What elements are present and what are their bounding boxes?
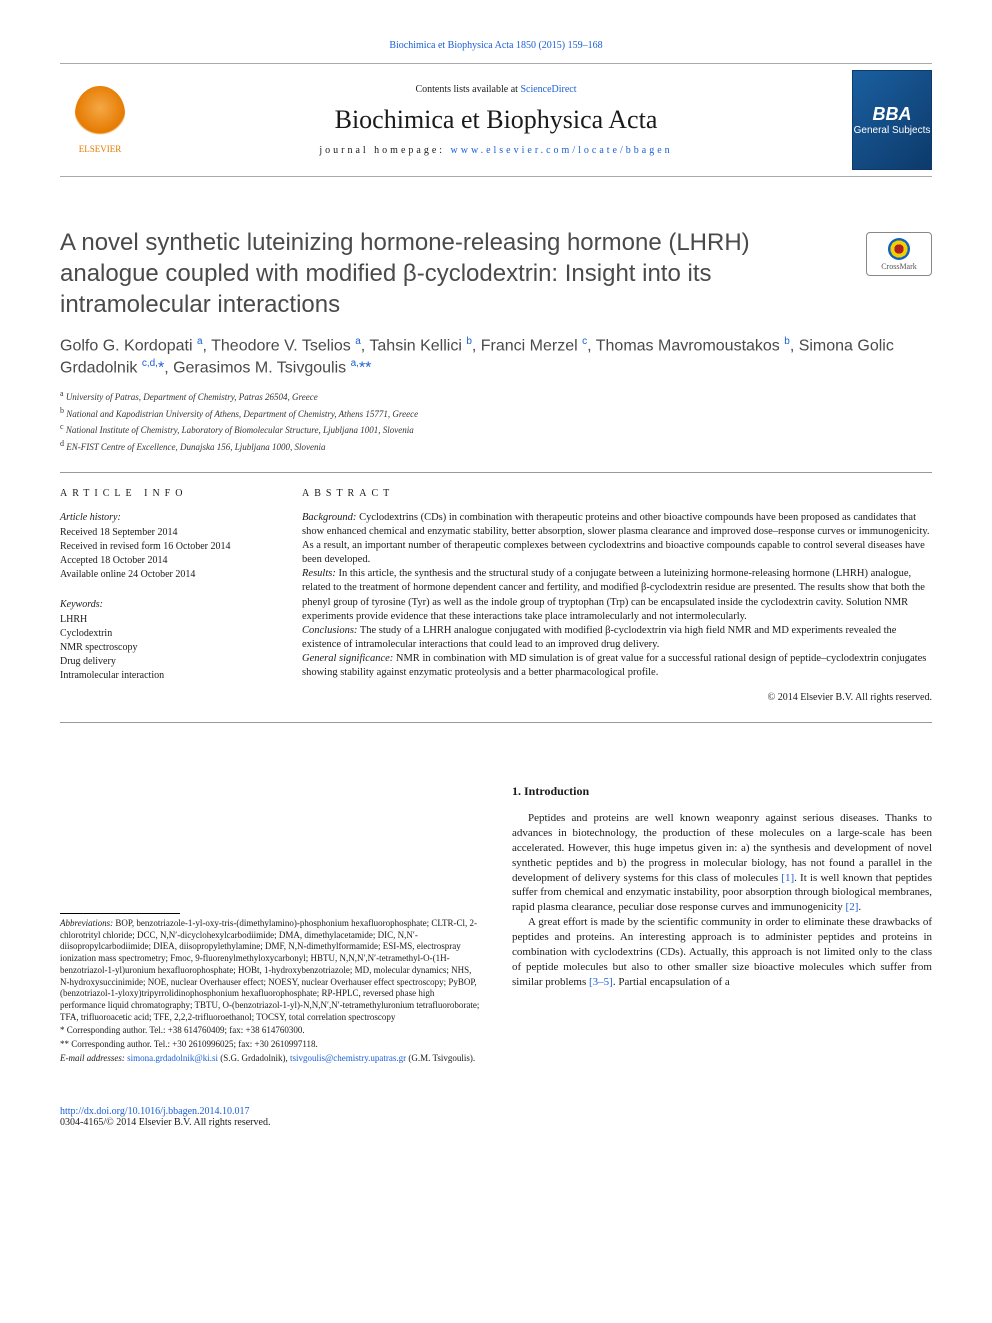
bba-small-label: General Subjects	[854, 125, 931, 136]
left-column: Abbreviations: BOP, benzotriazole-1-yl-o…	[60, 783, 480, 1066]
abstract-section: Results: In this article, the synthesis …	[302, 567, 932, 624]
article-info-heading: article info	[60, 487, 270, 501]
abbrev-text: BOP, benzotriazole-1-yl-oxy-tris-(dimeth…	[60, 918, 479, 1022]
journal-homepage: journal homepage: www.elsevier.com/locat…	[140, 145, 852, 156]
abstract-section-label: Background:	[302, 512, 356, 523]
affiliation-line: c National Institute of Chemistry, Labor…	[60, 421, 932, 438]
ref-link-2[interactable]: [2]	[846, 901, 859, 913]
affiliations: a University of Patras, Department of Ch…	[60, 388, 932, 454]
sciencedirect-link[interactable]: ScienceDirect	[520, 84, 576, 95]
intro-para-1: Peptides and proteins are well known wea…	[512, 811, 932, 915]
abstract-column: abstract Background: Cyclodextrins (CDs)…	[302, 487, 932, 704]
contents-prefix: Contents lists available at	[415, 84, 520, 95]
p1-post: .	[858, 901, 861, 913]
keyword-line: NMR spectroscopy	[60, 641, 270, 655]
homepage-label: journal homepage:	[319, 145, 450, 156]
abstract-section-label: General significance:	[302, 653, 393, 664]
abstract-section-label: Conclusions:	[302, 625, 357, 636]
crossmark-label: CrossMark	[881, 262, 917, 271]
abstract-copyright: © 2014 Elsevier B.V. All rights reserved…	[302, 691, 932, 705]
doi-link[interactable]: http://dx.doi.org/10.1016/j.bbagen.2014.…	[60, 1106, 250, 1117]
p2-post: . Partial encapsulation of a	[613, 976, 730, 988]
abstract-section: Conclusions: The study of a LHRH analogu…	[302, 624, 932, 652]
affiliation-line: d EN-FIST Centre of Excellence, Dunajska…	[60, 438, 932, 455]
affiliation-line: a University of Patras, Department of Ch…	[60, 388, 932, 405]
intro-heading: 1. Introduction	[512, 783, 932, 799]
elsevier-logo: ELSEVIER	[60, 78, 140, 163]
email-link-1[interactable]: simona.grdadolnik@ki.si	[127, 1053, 218, 1063]
affiliation-line: b National and Kapodistrian University o…	[60, 405, 932, 422]
top-citation[interactable]: Biochimica et Biophysica Acta 1850 (2015…	[60, 40, 932, 51]
ref-link-3-5[interactable]: [3–5]	[589, 976, 613, 988]
keywords-heading: Keywords:	[60, 598, 270, 612]
keyword-line: LHRH	[60, 613, 270, 627]
corresponding-1: * Corresponding author. Tel.: +38 614760…	[60, 1025, 480, 1037]
email-label: E-mail addresses:	[60, 1053, 125, 1063]
authors-line: Golfo G. Kordopati a, Theodore V. Tselio…	[60, 335, 932, 380]
rule-top	[60, 472, 932, 473]
contents-line: Contents lists available at ScienceDirec…	[140, 84, 852, 95]
article-history-heading: Article history:	[60, 511, 270, 525]
abstract-section-text: The study of a LHRH analogue conjugated …	[302, 625, 896, 650]
history-line: Available online 24 October 2014	[60, 568, 270, 582]
history-line: Accepted 18 October 2014	[60, 554, 270, 568]
abstract-section-text: Cyclodextrins (CDs) in combination with …	[302, 512, 930, 566]
elsevier-tree-icon	[75, 86, 125, 141]
email-name-2: (G.M. Tsivgoulis).	[406, 1053, 475, 1063]
journal-name: Biochimica et Biophysica Acta	[140, 105, 852, 135]
email-name-1: (S.G. Grdadolnik),	[218, 1053, 290, 1063]
history-line: Received in revised form 16 October 2014	[60, 540, 270, 554]
bba-cover-icon: BBA General Subjects	[852, 70, 932, 170]
abstract-section-text: In this article, the synthesis and the s…	[302, 568, 925, 622]
abstract-section-text: NMR in combination with MD simulation is…	[302, 653, 926, 678]
crossmark-icon	[888, 238, 910, 260]
article-title: A novel synthetic luteinizing hormone-re…	[60, 227, 840, 321]
history-line: Received 18 September 2014	[60, 526, 270, 540]
article-info-column: article info Article history: Received 1…	[60, 487, 270, 704]
elsevier-label: ELSEVIER	[79, 144, 122, 154]
footnote-rule	[60, 913, 180, 914]
rule-bottom	[60, 722, 932, 723]
ref-link-1[interactable]: [1]	[781, 872, 794, 884]
keyword-line: Cyclodextrin	[60, 627, 270, 641]
bottom-bar: http://dx.doi.org/10.1016/j.bbagen.2014.…	[60, 1106, 932, 1128]
bba-big-label: BBA	[873, 104, 912, 125]
homepage-link[interactable]: www.elsevier.com/locate/bbagen	[451, 145, 673, 156]
abstract-section-label: Results:	[302, 568, 336, 579]
keyword-line: Drug delivery	[60, 655, 270, 669]
issn-line: 0304-4165/© 2014 Elsevier B.V. All right…	[60, 1117, 932, 1128]
crossmark-badge[interactable]: CrossMark	[866, 232, 932, 276]
header-bar: ELSEVIER Contents lists available at Sci…	[60, 63, 932, 177]
right-column: 1. Introduction Peptides and proteins ar…	[512, 783, 932, 1066]
abstract-heading: abstract	[302, 487, 932, 501]
abstract-section: Background: Cyclodextrins (CDs) in combi…	[302, 511, 932, 568]
footnotes: Abbreviations: BOP, benzotriazole-1-yl-o…	[60, 918, 480, 1064]
email-link-2[interactable]: tsivgoulis@chemistry.upatras.gr	[290, 1053, 406, 1063]
keyword-line: Intramolecular interaction	[60, 669, 270, 683]
corresponding-2: ** Corresponding author. Tel.: +30 26109…	[60, 1039, 480, 1051]
header-center: Contents lists available at ScienceDirec…	[140, 84, 852, 156]
intro-para-2: A great effort is made by the scientific…	[512, 915, 932, 989]
abstract-section: General significance: NMR in combination…	[302, 652, 932, 680]
abbrev-label: Abbreviations:	[60, 918, 113, 928]
